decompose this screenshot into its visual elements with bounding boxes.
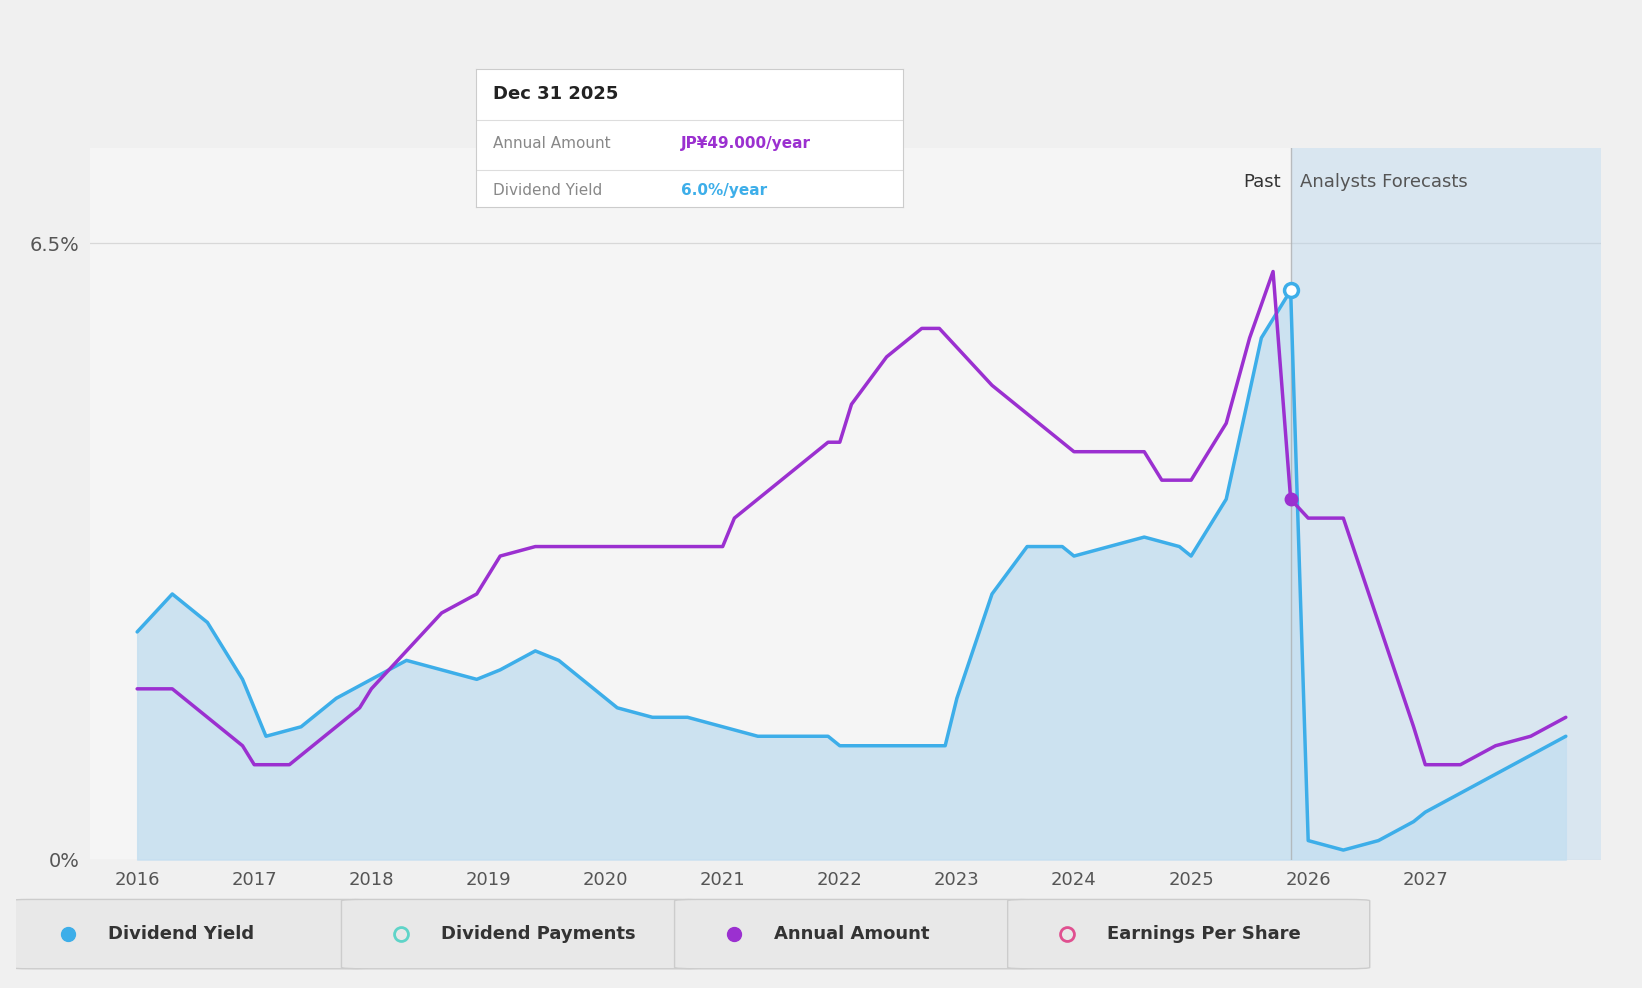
Text: 6.0%/year: 6.0%/year xyxy=(681,184,767,199)
FancyBboxPatch shape xyxy=(342,899,703,969)
Text: Earnings Per Share: Earnings Per Share xyxy=(1107,925,1300,943)
Text: Dividend Yield: Dividend Yield xyxy=(108,925,255,943)
FancyBboxPatch shape xyxy=(8,899,371,969)
Text: JP¥49.000/year: JP¥49.000/year xyxy=(681,136,811,151)
Text: Dec 31 2025: Dec 31 2025 xyxy=(493,85,619,103)
FancyBboxPatch shape xyxy=(675,899,1036,969)
FancyBboxPatch shape xyxy=(1008,899,1369,969)
Text: Dividend Payments: Dividend Payments xyxy=(442,925,635,943)
Text: Annual Amount: Annual Amount xyxy=(775,925,929,943)
Text: Past: Past xyxy=(1243,173,1281,191)
Text: Dividend Yield: Dividend Yield xyxy=(493,184,603,199)
Bar xyxy=(1291,148,1601,860)
Text: Annual Amount: Annual Amount xyxy=(493,136,611,151)
Text: Analysts Forecasts: Analysts Forecasts xyxy=(1300,173,1468,191)
